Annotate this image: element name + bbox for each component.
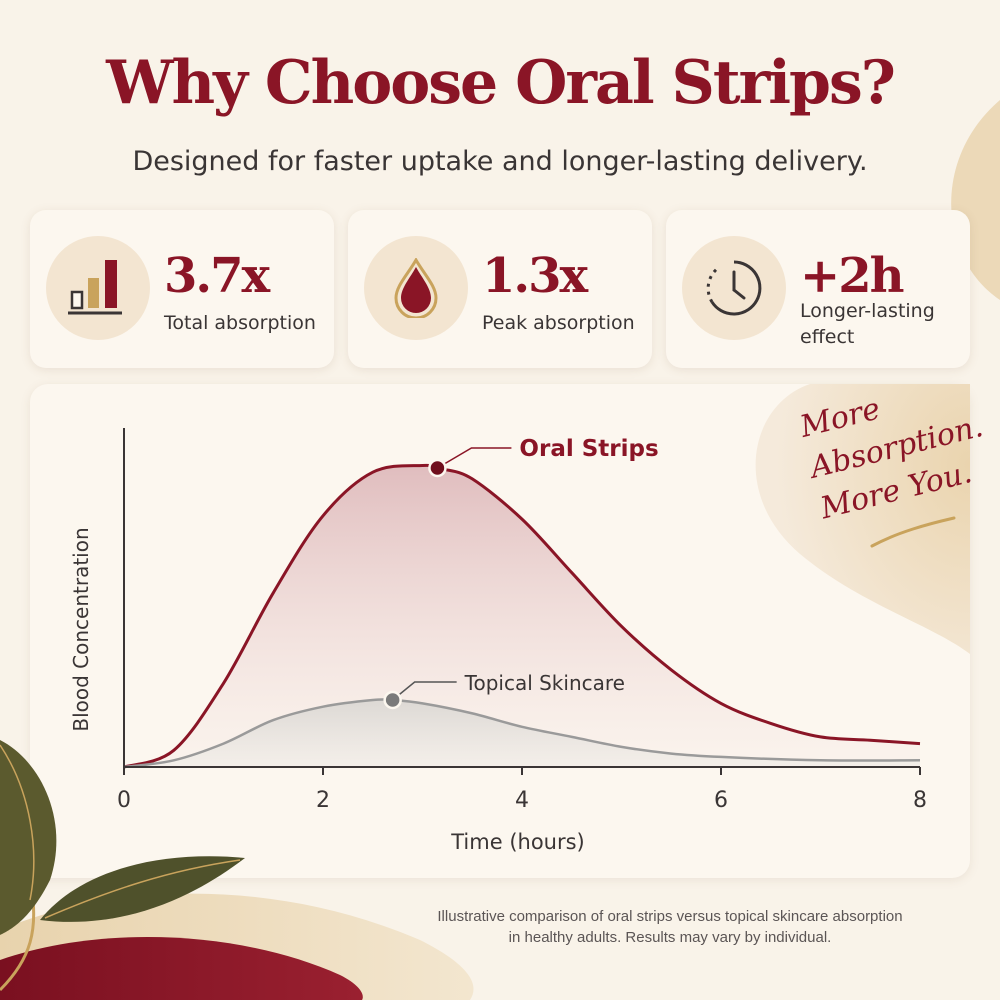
stat-icon-badge: [46, 236, 150, 340]
callout-line-oral-strips: [437, 447, 512, 469]
stat-value: +2h: [800, 248, 905, 304]
series-area-topical-skincare: [124, 699, 920, 767]
x-tick-label-6: 6: [714, 788, 728, 813]
tagline-underline-swoosh: [870, 516, 956, 548]
stat-value: 3.7x: [164, 248, 270, 304]
x-tick-label-4: 4: [515, 788, 529, 813]
footnote: Illustrative comparison of oral strips v…: [380, 906, 960, 948]
stat-icon-badge: [682, 236, 786, 340]
series-label-topical-skincare: Topical Skincare: [464, 671, 625, 695]
series-marker-topical-skincare: [383, 690, 402, 710]
stat-card-longer-lasting: +2h Longer-lasting effect: [666, 210, 970, 368]
x-tick-label-0: 0: [117, 788, 131, 813]
x-tick-label-8: 8: [913, 788, 927, 813]
stat-label-line: effect: [800, 326, 855, 348]
stat-card-peak-absorption: 1.3x Peak absorption: [348, 210, 652, 368]
stat-label: Peak absorption: [482, 312, 635, 334]
tagline-gold-wash: [755, 384, 970, 654]
clock-icon: [706, 260, 762, 316]
series-marker-oral-strips: [428, 458, 447, 478]
stat-label-line: Longer-lasting: [800, 300, 935, 322]
series-label-oral-strips: Oral Strips: [519, 436, 658, 462]
x-axis-label: Time (hours): [450, 830, 585, 854]
concentration-chart: 0 2 4 6 8 Time (hours) Blood Concentration Oral…: [69, 384, 970, 854]
stat-card-total-absorption: 3.7x Total absorption: [30, 210, 334, 368]
page-title: Why Choose Oral Strips?: [106, 48, 896, 118]
callout-line-topical-skincare: [392, 681, 457, 701]
stat-icon-badge: [364, 236, 468, 340]
stat-value: 1.3x: [482, 248, 588, 304]
stat-label: Total absorption: [164, 312, 316, 334]
page-subtitle: Designed for faster uptake and longer-la…: [132, 146, 868, 177]
y-axis-label: Blood Concentration: [69, 527, 93, 731]
series-line-topical-skincare: [123, 698, 921, 769]
footnote-line: in healthy adults. Results may vary by i…: [508, 929, 832, 946]
footnote-line: Illustrative comparison of oral strips v…: [437, 908, 903, 925]
series-area-oral-strips: [124, 465, 920, 767]
bar-chart-icon: [68, 260, 122, 315]
bottom-wine-wave: [0, 937, 363, 1000]
drop-icon: [394, 258, 438, 318]
series-line-oral-strips: [123, 463, 921, 769]
chart-card: 0 2 4 6 8 Time (hours) Blood Concentration Oral…: [30, 384, 970, 878]
stat-label: Longer-lasting effect: [800, 298, 965, 350]
x-tick-label-2: 2: [316, 788, 330, 813]
